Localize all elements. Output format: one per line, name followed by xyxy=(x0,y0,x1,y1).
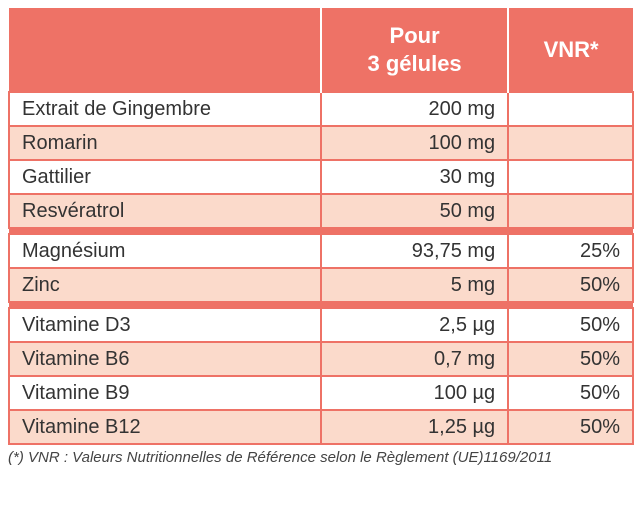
cell-amount: 93,75 mg xyxy=(321,234,508,268)
header-vnr: VNR* xyxy=(508,8,633,92)
cell-name: Vitamine B6 xyxy=(9,342,321,376)
cell-amount: 100 µg xyxy=(321,376,508,410)
cell-vnr xyxy=(508,160,633,194)
cell-vnr: 50% xyxy=(508,410,633,444)
cell-vnr: 25% xyxy=(508,234,633,268)
footnote: (*) VNR : Valeurs Nutritionnelles de Réf… xyxy=(8,449,634,466)
cell-name: Resvératrol xyxy=(9,194,321,228)
cell-amount: 200 mg xyxy=(321,92,508,126)
cell-amount: 30 mg xyxy=(321,160,508,194)
cell-amount: 100 mg xyxy=(321,126,508,160)
header-blank xyxy=(9,8,321,92)
table-row: Vitamine B121,25 µg50% xyxy=(9,410,633,444)
cell-vnr xyxy=(508,194,633,228)
cell-name: Zinc xyxy=(9,268,321,302)
cell-amount: 5 mg xyxy=(321,268,508,302)
cell-amount: 1,25 µg xyxy=(321,410,508,444)
table-row: Extrait de Gingembre200 mg xyxy=(9,92,633,126)
table-row: Romarin100 mg xyxy=(9,126,633,160)
table-row: Zinc5 mg50% xyxy=(9,268,633,302)
cell-name: Vitamine B12 xyxy=(9,410,321,444)
cell-vnr xyxy=(508,126,633,160)
cell-amount: 2,5 µg xyxy=(321,308,508,342)
cell-amount: 50 mg xyxy=(321,194,508,228)
table-row: Gattilier30 mg xyxy=(9,160,633,194)
cell-name: Gattilier xyxy=(9,160,321,194)
cell-vnr xyxy=(508,92,633,126)
cell-amount: 0,7 mg xyxy=(321,342,508,376)
cell-name: Vitamine B9 xyxy=(9,376,321,410)
cell-vnr: 50% xyxy=(508,308,633,342)
table-row: Vitamine D32,5 µg50% xyxy=(9,308,633,342)
header-row: Pour3 gélules VNR* xyxy=(9,8,633,92)
cell-name: Magnésium xyxy=(9,234,321,268)
cell-vnr: 50% xyxy=(508,376,633,410)
header-amount: Pour3 gélules xyxy=(321,8,508,92)
cell-name: Vitamine D3 xyxy=(9,308,321,342)
cell-vnr: 50% xyxy=(508,268,633,302)
table-row: Resvératrol50 mg xyxy=(9,194,633,228)
cell-vnr: 50% xyxy=(508,342,633,376)
table-row: Vitamine B60,7 mg50% xyxy=(9,342,633,376)
cell-name: Romarin xyxy=(9,126,321,160)
cell-name: Extrait de Gingembre xyxy=(9,92,321,126)
nutrition-table-wrap: Pour3 gélules VNR* Extrait de Gingembre2… xyxy=(8,8,634,466)
nutrition-table: Pour3 gélules VNR* Extrait de Gingembre2… xyxy=(8,8,634,445)
table-row: Magnésium93,75 mg25% xyxy=(9,234,633,268)
table-row: Vitamine B9100 µg50% xyxy=(9,376,633,410)
